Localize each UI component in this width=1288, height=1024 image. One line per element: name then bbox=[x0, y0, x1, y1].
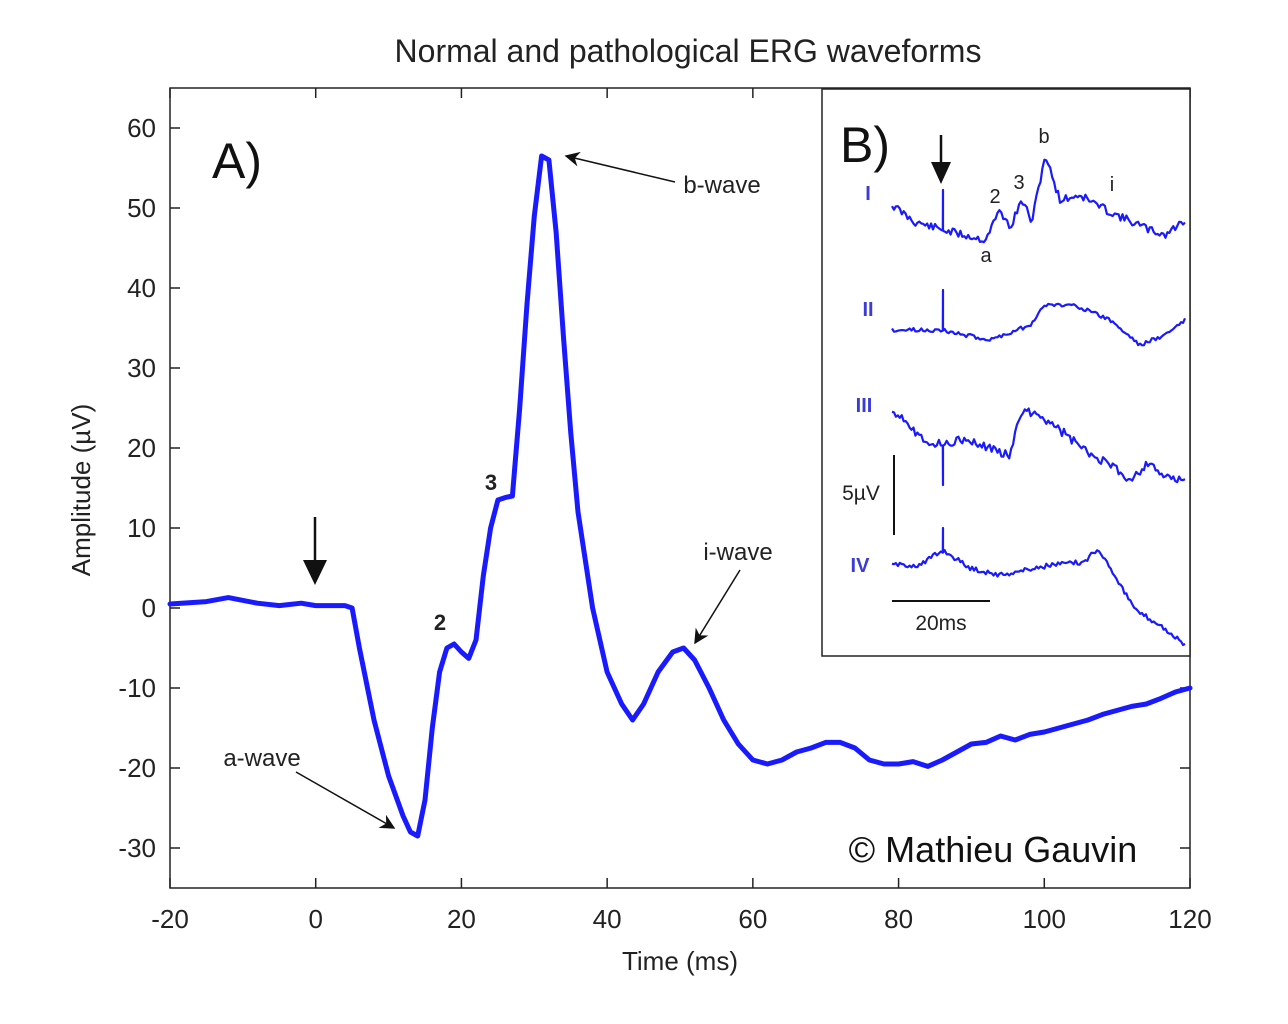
time-scale-label: 20ms bbox=[915, 612, 966, 635]
copyright-watermark: © Mathieu Gauvin bbox=[849, 829, 1138, 870]
y-tick-label: 30 bbox=[127, 353, 156, 383]
inset-trace-i-line bbox=[891, 158, 1186, 244]
trace-ii-label: II bbox=[862, 299, 873, 321]
trace-iii-label: III bbox=[856, 395, 873, 417]
inset-i-label: i bbox=[1110, 174, 1114, 196]
x-tick-label: 80 bbox=[884, 904, 913, 934]
inset-2-label: 2 bbox=[989, 186, 1000, 208]
b-wave-arrow bbox=[564, 151, 676, 183]
y-tick-label: 0 bbox=[142, 593, 156, 623]
peak-2-label: 2 bbox=[434, 610, 446, 635]
panel-b-inset: B) I II III IV a 2 3 b i 5µV 20ms bbox=[821, 88, 1191, 657]
chart-title: Normal and pathological ERG waveforms bbox=[395, 33, 982, 69]
inset-trace-iii-line bbox=[891, 407, 1186, 487]
amplitude-scale-label: 5µV bbox=[842, 482, 880, 505]
y-tick-label: 40 bbox=[127, 273, 156, 303]
y-axis: -30 -20 -10 0 10 20 30 40 50 60 bbox=[118, 113, 1190, 863]
y-tick-label: 10 bbox=[127, 513, 156, 543]
y-tick-label: 20 bbox=[127, 433, 156, 463]
x-tick-label: 60 bbox=[738, 904, 767, 934]
x-tick-label: 40 bbox=[593, 904, 622, 934]
inset-b-label: b bbox=[1038, 126, 1049, 148]
trace-i-label: I bbox=[865, 183, 871, 205]
panel-a-label: A) bbox=[212, 133, 262, 189]
x-tick-label: 120 bbox=[1168, 904, 1211, 934]
inset-stimulus-arrow-icon bbox=[931, 135, 951, 184]
inset-a-label: a bbox=[980, 245, 992, 267]
stimulus-arrow-icon bbox=[303, 517, 327, 585]
y-tick-label: 60 bbox=[127, 113, 156, 143]
x-tick-label: 0 bbox=[308, 904, 322, 934]
x-tick-label: 20 bbox=[447, 904, 476, 934]
x-axis-label: Time (ms) bbox=[622, 946, 738, 976]
y-axis-label: Amplitude (µV) bbox=[66, 404, 96, 576]
a-wave-label: a-wave bbox=[223, 745, 300, 772]
y-tick-label: -20 bbox=[118, 753, 156, 783]
inset-trace-iv-line bbox=[891, 526, 1186, 647]
panel-b-frame bbox=[821, 88, 1191, 657]
a-wave-arrow bbox=[295, 771, 396, 829]
b-wave-label: b-wave bbox=[683, 172, 760, 199]
y-tick-label: -10 bbox=[118, 673, 156, 703]
inset-trace-ii-line bbox=[891, 288, 1187, 347]
i-wave-arrow bbox=[694, 569, 741, 645]
x-axis: -20 0 20 40 60 80 100 120 bbox=[151, 88, 1212, 934]
trace-iv-label: IV bbox=[851, 555, 871, 577]
panel-b-label: B) bbox=[840, 117, 890, 173]
erg-waveform-line bbox=[167, 153, 1193, 839]
y-tick-label: -30 bbox=[118, 833, 156, 863]
i-wave-label: i-wave bbox=[703, 539, 772, 566]
peak-3-label: 3 bbox=[485, 470, 497, 495]
y-tick-label: 50 bbox=[127, 193, 156, 223]
inset-3-label: 3 bbox=[1013, 172, 1024, 194]
x-tick-label: 100 bbox=[1023, 904, 1066, 934]
x-tick-label: -20 bbox=[151, 904, 189, 934]
